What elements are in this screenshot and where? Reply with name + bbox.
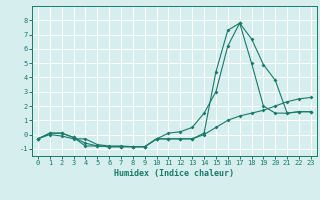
X-axis label: Humidex (Indice chaleur): Humidex (Indice chaleur) — [115, 169, 234, 178]
